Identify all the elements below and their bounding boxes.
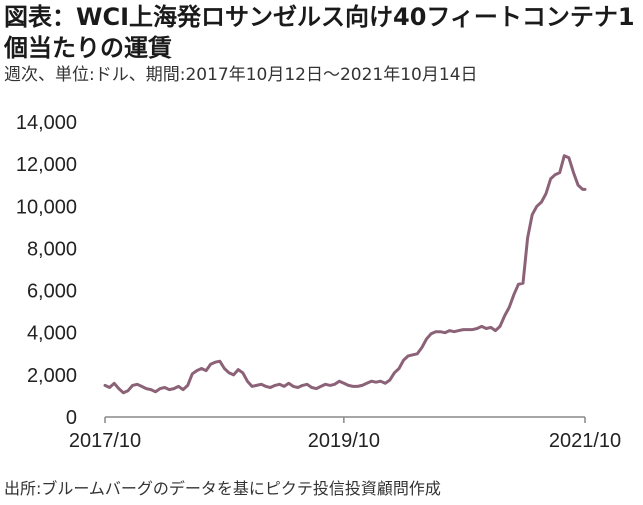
x-tick-label: 2021/10 — [549, 430, 621, 452]
y-tick-label: 8,000 — [27, 238, 77, 260]
y-axis: 0 2,000 4,000 6,000 8,000 10,000 12,000 14,000 — [16, 112, 77, 429]
y-tick-label: 0 — [66, 407, 77, 429]
source-note: 出所:ブルームバーグのデータを基にピクテ投信投資顧問作成 — [4, 479, 441, 498]
x-tick-label: 2017/10 — [69, 430, 141, 452]
y-tick-label: 4,000 — [27, 323, 77, 345]
x-tick-label: 2019/10 — [308, 430, 380, 452]
y-tick-label: 2,000 — [27, 365, 77, 387]
series-line — [103, 154, 587, 395]
y-tick-label: 14,000 — [16, 112, 77, 134]
chart-subtitle: 週次、単位:ドル、期間:2017年10月12日～2021年10月14日 — [4, 65, 478, 85]
y-tick-label: 12,000 — [16, 154, 77, 176]
series-group — [103, 154, 587, 395]
y-tick-label: 6,000 — [27, 281, 77, 303]
y-tick-label: 10,000 — [16, 196, 77, 218]
x-axis: 2017/10 2019/10 2021/10 — [69, 417, 621, 452]
chart-title: 図表：WCI上海発ロサンゼルス向け40フィートコンテナ1個当たりの運賃 — [4, 3, 635, 62]
